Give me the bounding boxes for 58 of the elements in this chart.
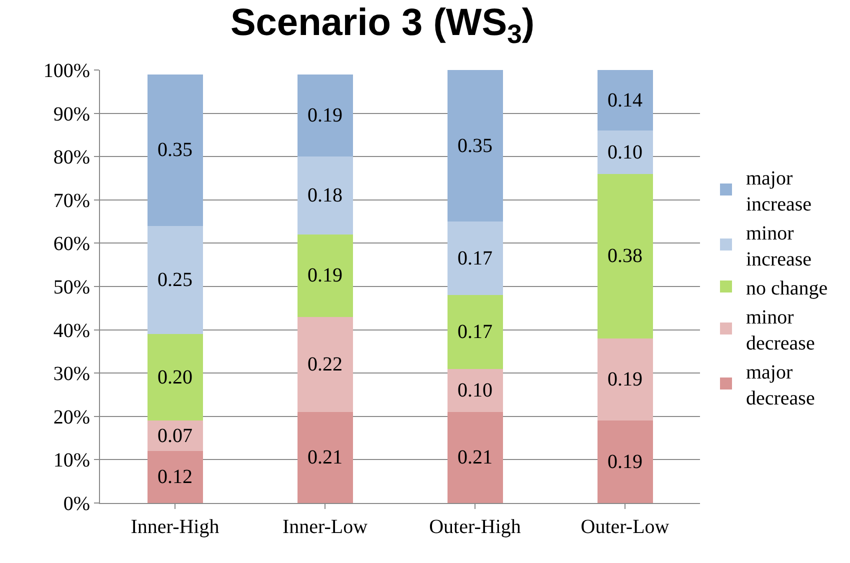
y-tick-label: 20% [53,406,90,428]
data-label: 0.19 [608,368,642,391]
data-label: 0.20 [158,366,192,388]
y-tick-label: 90% [53,103,90,126]
data-label: 0.22 [308,353,342,376]
bar [297,316,353,412]
data-label: 0.07 [158,424,192,447]
x-tick-label: Outer-High [429,516,521,538]
legend-label: major decrease [746,361,815,410]
y-tick-label: 40% [53,320,90,342]
bar [597,130,653,174]
data-label: 0.19 [308,104,342,126]
data-label: 0.10 [608,141,642,164]
bar [297,74,353,157]
bar [147,74,203,226]
legend-label: no change [746,277,828,300]
y-tick-label: 100% [43,60,90,82]
bar [597,174,653,338]
data-label: 0.21 [308,446,342,469]
data-label: 0.38 [608,245,642,268]
y-tick-label: 80% [53,146,90,169]
y-tick-label: 0% [63,493,90,515]
y-tick-label: 10% [53,450,90,472]
bar [447,70,503,222]
y-tick-label: 70% [53,190,90,212]
data-label: 0.35 [458,134,492,157]
data-label: 0.25 [158,269,192,292]
bar [297,412,353,503]
bar [447,295,503,369]
x-tick-label: Inner-High [130,516,220,538]
bar [597,338,653,421]
y-tick-label: 50% [53,276,90,298]
y-tick-label: 30% [53,363,90,386]
data-label: 0.10 [458,379,492,402]
bar [297,234,353,317]
bar [147,451,203,503]
bar [597,70,653,131]
data-label: 0.19 [608,450,642,473]
x-tick-label: Inner-Low [282,516,368,538]
data-label: 0.12 [158,466,192,488]
x-tick-label: Outer-Low [580,516,670,538]
y-tick-label: 60% [53,233,90,256]
bar [147,420,203,452]
bar [147,334,203,421]
bar [297,156,353,235]
bar [597,420,653,503]
data-label: 0.35 [158,139,192,162]
bar [447,412,503,503]
bar [147,226,203,334]
data-label: 0.17 [458,320,492,343]
bar [447,222,503,296]
data-label: 0.14 [608,89,642,112]
chart-title: Scenario 3 (WS$_{3}$) [230,2,535,50]
data-label: 0.17 [458,247,492,270]
data-label: 0.21 [458,446,492,469]
bar [447,368,503,412]
data-label: 0.19 [308,264,342,287]
data-label: 0.18 [308,184,342,207]
